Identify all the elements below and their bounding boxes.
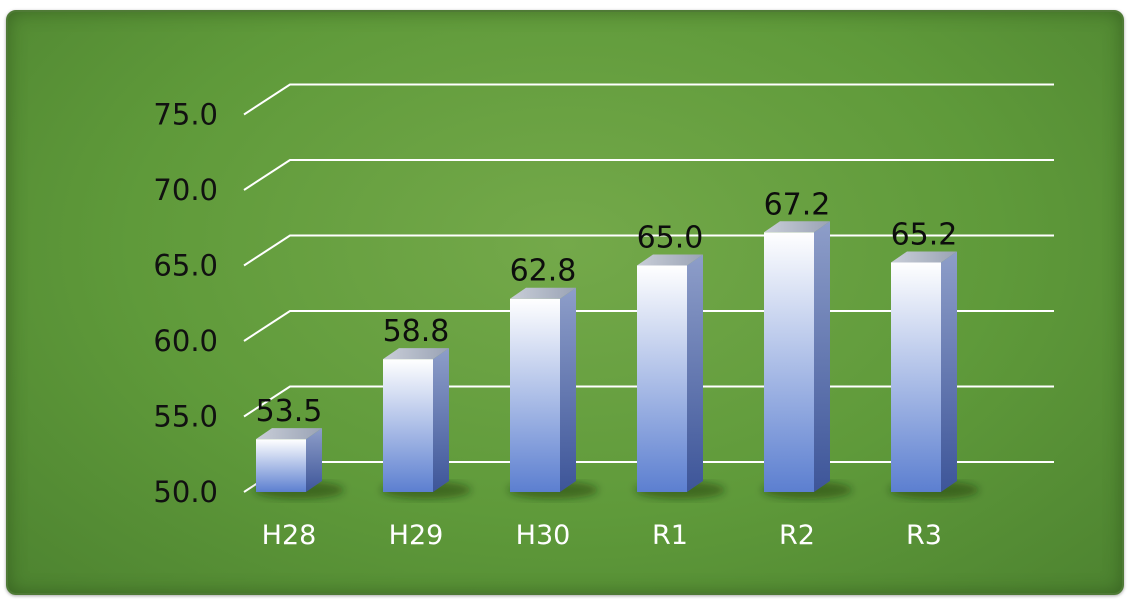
bar-top — [256, 428, 322, 440]
bar-side — [814, 221, 830, 492]
bar: 67.2 — [762, 187, 852, 499]
bar-front — [891, 262, 941, 492]
chart-frame: 50.0 55.0 60.0 65.0 70.0 75.0 53.5 58.8 62.8 65.… — [6, 10, 1124, 595]
bar-side — [433, 348, 449, 492]
x-tick-label: R1 — [652, 520, 688, 551]
bar-top — [510, 287, 576, 299]
data-label: 53.5 — [256, 394, 323, 429]
data-label: 62.8 — [510, 254, 577, 289]
y-tick-label: 75.0 — [153, 98, 218, 132]
x-axis: H28 H29 H30 R1 R2 R3 — [262, 520, 942, 551]
y-tick-label: 55.0 — [153, 400, 218, 434]
bar: 65.2 — [889, 217, 979, 499]
bar-top — [891, 251, 957, 263]
x-tick-label: H28 — [262, 520, 317, 551]
data-label: 65.0 — [637, 221, 704, 256]
bar-top — [383, 348, 449, 360]
x-tick-label: H29 — [389, 520, 444, 551]
x-tick-label: H30 — [516, 520, 571, 551]
x-tick-label: R2 — [779, 520, 815, 551]
bar-side — [560, 287, 576, 492]
data-label: 58.8 — [383, 314, 450, 349]
gridline — [243, 159, 1054, 191]
y-axis: 50.0 55.0 60.0 65.0 70.0 75.0 — [153, 98, 218, 510]
bars: 53.5 58.8 62.8 65.0 67.2 65.2 — [254, 187, 979, 499]
y-tick-label: 70.0 — [153, 173, 218, 207]
bar: 65.0 — [635, 221, 725, 499]
bar: 58.8 — [381, 314, 471, 499]
bar-front — [637, 265, 687, 492]
x-tick-label: R3 — [906, 520, 942, 551]
gridline — [243, 83, 1054, 116]
bar: 62.8 — [508, 254, 598, 499]
bar-front — [256, 439, 306, 492]
bar-front — [383, 359, 433, 492]
bar-top — [637, 254, 703, 266]
y-tick-label: 50.0 — [153, 475, 218, 509]
bar-top — [764, 221, 830, 233]
bar-side — [306, 428, 322, 492]
bar-front — [764, 232, 814, 492]
bar: 53.5 — [254, 394, 344, 499]
bar-front — [510, 298, 560, 492]
data-label: 65.2 — [891, 217, 958, 252]
bar-side — [941, 251, 957, 492]
bar-side — [687, 254, 703, 492]
y-tick-label: 65.0 — [153, 249, 218, 283]
bar-chart: 50.0 55.0 60.0 65.0 70.0 75.0 53.5 58.8 62.8 65.… — [153, 83, 1054, 551]
data-label: 67.2 — [764, 187, 831, 222]
y-tick-label: 60.0 — [153, 324, 218, 358]
